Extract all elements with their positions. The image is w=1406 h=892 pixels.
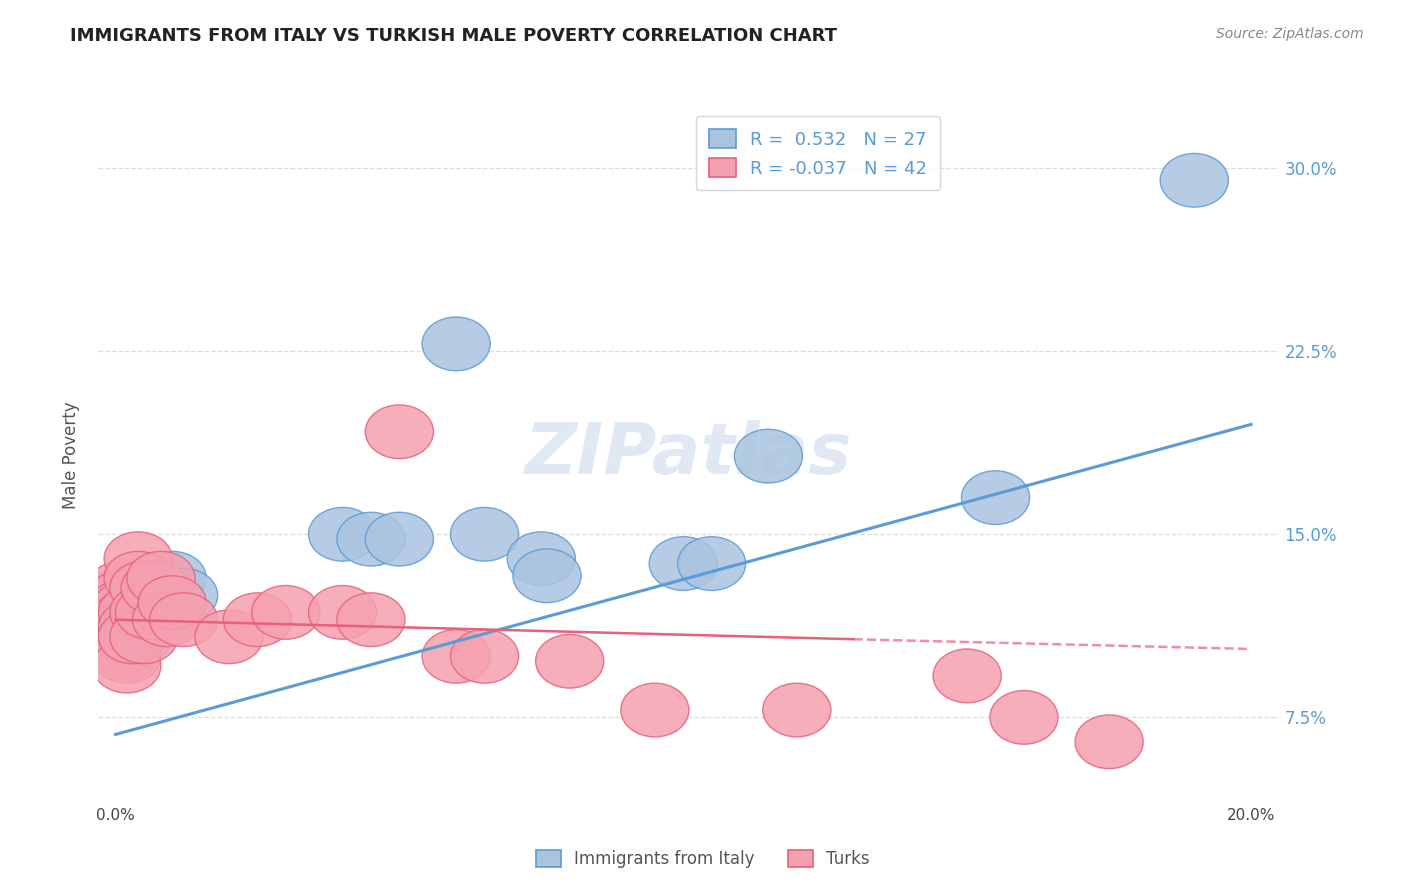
- Ellipse shape: [138, 551, 207, 605]
- Ellipse shape: [734, 429, 803, 483]
- Ellipse shape: [104, 551, 173, 605]
- Ellipse shape: [87, 610, 155, 664]
- Ellipse shape: [93, 581, 160, 634]
- Ellipse shape: [763, 683, 831, 737]
- Ellipse shape: [87, 620, 155, 673]
- Ellipse shape: [132, 585, 201, 640]
- Ellipse shape: [678, 537, 745, 591]
- Legend: R =  0.532   N = 27, R = -0.037   N = 42: R = 0.532 N = 27, R = -0.037 N = 42: [696, 116, 939, 190]
- Ellipse shape: [93, 630, 160, 683]
- Ellipse shape: [513, 549, 581, 603]
- Ellipse shape: [450, 630, 519, 683]
- Ellipse shape: [934, 649, 1001, 703]
- Ellipse shape: [337, 512, 405, 566]
- Ellipse shape: [110, 610, 179, 664]
- Ellipse shape: [450, 508, 519, 561]
- Ellipse shape: [93, 610, 160, 664]
- Ellipse shape: [1076, 714, 1143, 769]
- Ellipse shape: [121, 561, 190, 615]
- Ellipse shape: [127, 551, 195, 605]
- Ellipse shape: [1160, 153, 1229, 207]
- Ellipse shape: [337, 593, 405, 647]
- Text: ZIPatlas: ZIPatlas: [526, 420, 852, 490]
- Ellipse shape: [87, 605, 155, 659]
- Ellipse shape: [110, 585, 179, 640]
- Ellipse shape: [87, 600, 155, 654]
- Ellipse shape: [98, 593, 166, 647]
- Ellipse shape: [98, 610, 166, 664]
- Ellipse shape: [93, 591, 160, 644]
- Ellipse shape: [621, 683, 689, 737]
- Ellipse shape: [104, 610, 173, 664]
- Ellipse shape: [422, 630, 491, 683]
- Ellipse shape: [366, 512, 433, 566]
- Ellipse shape: [422, 317, 491, 371]
- Ellipse shape: [98, 585, 166, 640]
- Text: IMMIGRANTS FROM ITALY VS TURKISH MALE POVERTY CORRELATION CHART: IMMIGRANTS FROM ITALY VS TURKISH MALE PO…: [70, 27, 838, 45]
- Ellipse shape: [127, 575, 195, 630]
- Ellipse shape: [115, 585, 184, 640]
- Ellipse shape: [650, 537, 717, 591]
- Ellipse shape: [138, 575, 207, 630]
- Ellipse shape: [224, 593, 291, 647]
- Ellipse shape: [87, 581, 155, 634]
- Ellipse shape: [93, 620, 160, 673]
- Ellipse shape: [366, 405, 433, 458]
- Ellipse shape: [87, 571, 155, 624]
- Ellipse shape: [93, 600, 160, 654]
- Ellipse shape: [93, 640, 160, 693]
- Text: Source: ZipAtlas.com: Source: ZipAtlas.com: [1216, 27, 1364, 41]
- Y-axis label: Male Poverty: Male Poverty: [62, 401, 80, 508]
- Ellipse shape: [990, 690, 1059, 744]
- Ellipse shape: [308, 508, 377, 561]
- Ellipse shape: [104, 600, 173, 654]
- Ellipse shape: [121, 561, 190, 615]
- Ellipse shape: [87, 591, 155, 644]
- Ellipse shape: [962, 471, 1029, 524]
- Ellipse shape: [87, 585, 155, 640]
- Ellipse shape: [536, 634, 603, 688]
- Ellipse shape: [98, 600, 166, 654]
- Ellipse shape: [195, 610, 263, 664]
- Ellipse shape: [308, 585, 377, 640]
- Ellipse shape: [252, 585, 321, 640]
- Ellipse shape: [93, 624, 160, 678]
- Ellipse shape: [110, 561, 179, 615]
- Legend: Immigrants from Italy, Turks: Immigrants from Italy, Turks: [529, 843, 877, 875]
- Ellipse shape: [93, 610, 160, 664]
- Ellipse shape: [149, 568, 218, 622]
- Ellipse shape: [87, 561, 155, 615]
- Ellipse shape: [508, 532, 575, 585]
- Ellipse shape: [87, 568, 155, 622]
- Ellipse shape: [104, 532, 173, 585]
- Ellipse shape: [132, 593, 201, 647]
- Ellipse shape: [110, 585, 179, 640]
- Ellipse shape: [149, 593, 218, 647]
- Ellipse shape: [98, 581, 166, 634]
